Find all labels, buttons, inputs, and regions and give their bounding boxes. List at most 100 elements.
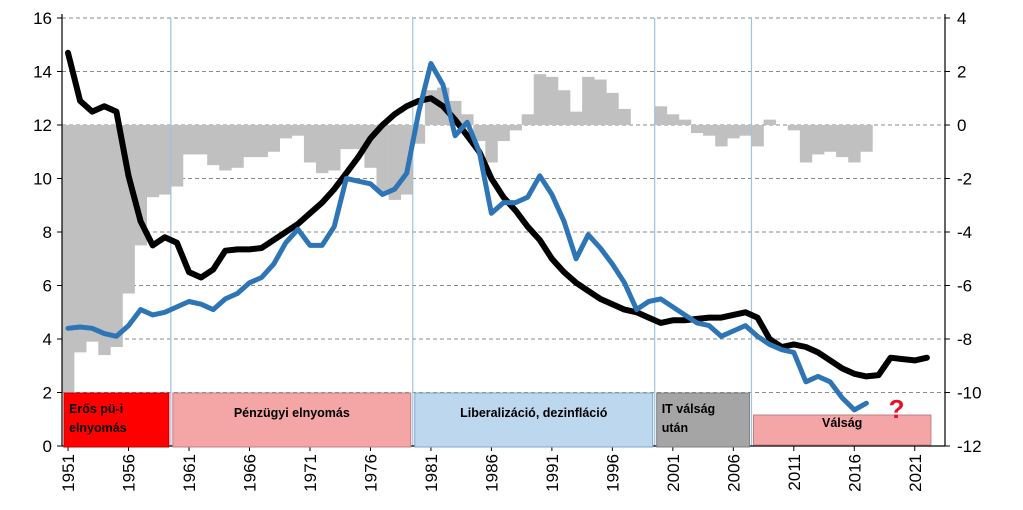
bar <box>570 111 583 125</box>
era-box: IT válság után <box>656 392 750 448</box>
bar <box>74 125 87 353</box>
bar <box>352 125 365 150</box>
era-label: Válság <box>822 416 862 430</box>
era-label: Liberalizáció, dezinfláció <box>460 406 608 420</box>
bar <box>461 114 474 125</box>
bar <box>146 125 160 198</box>
era-box: Pénzügyi elnyomás <box>172 392 412 448</box>
bar <box>207 125 220 166</box>
right-tick-label: -10 <box>957 384 982 403</box>
era-label: IT válság <box>662 402 716 416</box>
bar <box>848 125 861 163</box>
x-tick-label: 1991 <box>543 454 562 492</box>
bar <box>243 125 256 158</box>
bar <box>98 125 111 356</box>
bar <box>279 125 293 139</box>
bar <box>557 90 571 125</box>
bar <box>811 125 825 155</box>
bar <box>533 74 547 125</box>
question-mark-annotation: ? <box>889 394 905 424</box>
bar <box>316 125 329 174</box>
x-tick-label: 2006 <box>724 454 743 492</box>
black-line-series <box>65 49 930 380</box>
era-box-background <box>172 392 412 448</box>
bar <box>473 125 486 142</box>
bar <box>158 125 172 195</box>
bar <box>678 119 692 125</box>
bar <box>219 125 232 171</box>
right-tick-label: 2 <box>957 63 966 82</box>
bar <box>182 125 196 155</box>
line-series <box>65 49 930 413</box>
right-tick-label: -6 <box>957 277 972 296</box>
bar <box>485 125 498 163</box>
right-tick-label: 0 <box>957 116 966 135</box>
x-tick-label: 1971 <box>301 454 320 492</box>
left-tick-label: 16 <box>33 9 52 28</box>
bar <box>267 125 281 152</box>
bar <box>860 125 873 152</box>
bar <box>497 125 510 142</box>
left-tick-label: 4 <box>43 330 52 349</box>
bar <box>703 125 716 136</box>
bar <box>594 79 607 125</box>
right-tick-label: 4 <box>957 9 966 28</box>
bar <box>328 125 341 171</box>
x-tick-label: 2016 <box>845 454 864 492</box>
bar <box>170 125 184 187</box>
bar <box>787 125 801 131</box>
bar <box>86 125 99 342</box>
bar-series <box>62 74 873 393</box>
x-tick-label: 1996 <box>603 454 622 492</box>
x-tick-label: 1951 <box>59 454 78 492</box>
bar <box>340 125 353 150</box>
bar <box>654 106 668 125</box>
era-box: Válság <box>752 414 932 446</box>
era-label: Erős pü-i <box>69 402 123 416</box>
bar <box>715 125 728 147</box>
bar <box>824 125 837 152</box>
x-tick-label: 1956 <box>120 454 139 492</box>
bar <box>231 125 244 168</box>
axes: 0 2 4 6 8 10 12 14 16 -12 -10 -8 -6 -4 -2 0 2 4 1951 1956 19… <box>33 9 982 492</box>
left-tick-label: 14 <box>33 63 52 82</box>
left-tick-label: 6 <box>43 277 52 296</box>
x-tick-label: 1981 <box>422 454 441 492</box>
bar <box>291 125 305 136</box>
right-tick-label: -8 <box>957 330 972 349</box>
bar <box>110 125 123 348</box>
x-tick-label: 1961 <box>180 454 199 492</box>
bar <box>545 76 559 125</box>
left-tick-label: 8 <box>43 223 52 242</box>
bar <box>195 125 208 155</box>
left-tick-label: 2 <box>43 384 52 403</box>
bar <box>376 125 389 192</box>
bar <box>836 125 849 158</box>
era-label: Pénzügyi elnyomás <box>234 406 350 420</box>
bar <box>690 125 704 134</box>
x-tick-label: 2011 <box>785 454 804 491</box>
bar <box>509 125 522 131</box>
x-tick-label: 1976 <box>361 454 380 492</box>
era-box-background <box>752 414 932 446</box>
bar <box>727 125 740 139</box>
right-tick-label: -4 <box>957 223 972 242</box>
x-tick-label: 2021 <box>906 454 925 492</box>
bar <box>62 125 75 393</box>
bar <box>255 125 268 158</box>
era-box: Erős pü-i elnyomás <box>63 392 170 448</box>
x-tick-label: 2001 <box>664 454 683 492</box>
bar <box>521 114 535 125</box>
era-boxes: Erős pü-i elnyomás Pénzügyi elnyomás Libera… <box>63 392 932 448</box>
right-tick-label: -12 <box>957 437 982 456</box>
bar <box>763 119 776 125</box>
bar <box>666 114 680 125</box>
blue-line-series <box>65 61 869 413</box>
annotations: ? <box>889 394 905 424</box>
bar <box>618 108 631 125</box>
left-tick-label: 0 <box>43 437 52 456</box>
left-tick-label: 10 <box>33 170 52 189</box>
bar <box>303 125 317 163</box>
era-label: elnyomás <box>69 421 127 435</box>
